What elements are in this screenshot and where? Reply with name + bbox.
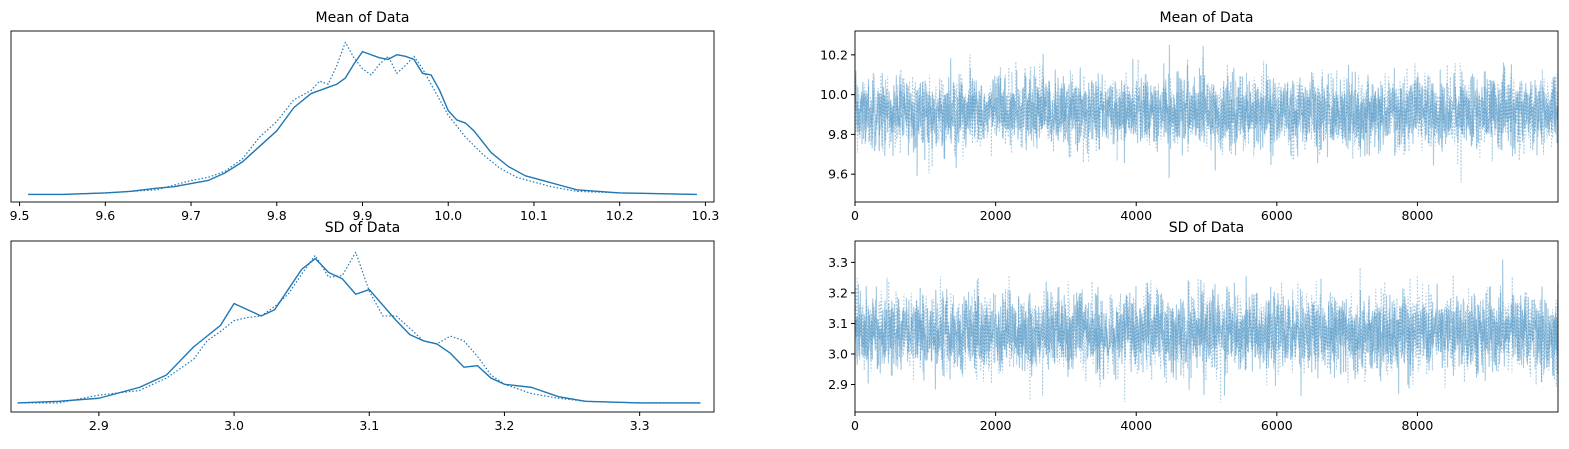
y-tick-label: 3.3 <box>828 255 848 270</box>
x-tick-label: 0 <box>851 208 859 223</box>
x-tick-label: 6000 <box>1261 418 1293 433</box>
x-tick-label: 9.8 <box>267 208 287 223</box>
axes-frame <box>10 30 715 203</box>
x-tick-label: 0 <box>851 418 859 433</box>
axes-frame <box>854 240 1559 413</box>
chart-title: SD of Data <box>1169 220 1245 236</box>
plot-area <box>855 44 1558 183</box>
y-tick-label: 3.1 <box>828 316 848 331</box>
density-series-solid <box>17 257 701 404</box>
x-tick-label: 8000 <box>1402 418 1434 433</box>
density-series-solid <box>28 50 697 196</box>
x-tick-label: 10.3 <box>692 208 720 223</box>
y-tick-label: 9.8 <box>828 127 848 142</box>
x-tick-label: 9.5 <box>10 208 30 223</box>
y-tick-label: 9.6 <box>828 167 848 182</box>
trace-series-solid <box>855 259 1558 396</box>
x-tick-label: 2000 <box>980 208 1012 223</box>
mean-trace-panel: 9.6 9.8 10.0 10.2 0 2000 4000 6000 8000 Mean of D… <box>820 10 1559 223</box>
x-tick-label: 9.6 <box>95 208 115 223</box>
chart-title: Mean of Data <box>1160 10 1254 26</box>
mean-posterior-density-panel: 9.5 9.6 9.7 9.8 9.9 10.0 10.1 10.2 10.3 Mean of D… <box>10 10 720 223</box>
y-tick-label: 10.0 <box>820 87 848 102</box>
chart-title: SD of Data <box>325 220 401 236</box>
density-series-dotted <box>28 41 697 196</box>
x-tick-label: 10.2 <box>606 208 634 223</box>
trace-series-dotted <box>855 54 1558 183</box>
sd-trace-panel: 2.9 3.0 3.1 3.2 3.3 0 2000 4000 6000 8000 SD of Da… <box>828 220 1559 433</box>
plot-area <box>855 259 1558 403</box>
sd-posterior-density-panel: 2.9 3.0 3.1 3.2 3.3 SD of Data <box>10 220 715 433</box>
x-tick-label: 3.2 <box>495 418 515 433</box>
trace-series-solid <box>855 44 1558 179</box>
trace-series-dotted <box>855 267 1558 403</box>
y-tick-label: 3.0 <box>828 346 848 361</box>
x-tick-label: 4000 <box>1120 418 1152 433</box>
plot-area <box>28 41 697 196</box>
chart-title: Mean of Data <box>316 10 410 26</box>
x-tick-label: 6000 <box>1261 208 1293 223</box>
density-series-dotted <box>17 251 701 404</box>
x-tick-label: 9.9 <box>353 208 373 223</box>
axes-frame <box>854 30 1559 203</box>
plot-area <box>17 251 701 404</box>
y-tick-label: 10.2 <box>820 47 848 62</box>
x-tick-label: 8000 <box>1402 208 1434 223</box>
x-tick-label: 3.1 <box>359 418 379 433</box>
x-tick-label: 3.0 <box>224 418 244 433</box>
x-tick-label: 10.1 <box>520 208 548 223</box>
x-tick-label: 3.3 <box>630 418 650 433</box>
x-tick-label: 2000 <box>980 418 1012 433</box>
x-tick-label: 10.0 <box>434 208 462 223</box>
y-tick-label: 2.9 <box>828 377 848 392</box>
x-tick-label: 2.9 <box>89 418 109 433</box>
y-tick-label: 3.2 <box>828 285 848 300</box>
x-tick-label: 4000 <box>1120 208 1152 223</box>
x-tick-label: 9.7 <box>181 208 201 223</box>
axes-frame <box>10 240 715 413</box>
